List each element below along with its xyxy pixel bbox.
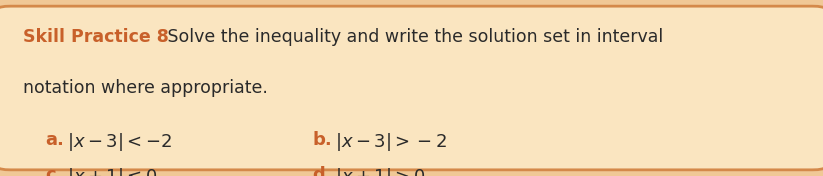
Text: Solve the inequality and write the solution set in interval: Solve the inequality and write the solut… [151, 28, 663, 46]
Text: $|x + 1| > 0$: $|x + 1| > 0$ [335, 166, 425, 176]
FancyBboxPatch shape [0, 6, 823, 170]
Text: $|x - 3| < -2$: $|x - 3| < -2$ [67, 131, 173, 153]
Text: notation where appropriate.: notation where appropriate. [23, 79, 268, 97]
Text: $|x + 1| \leq 0$: $|x + 1| \leq 0$ [67, 166, 158, 176]
Text: d.: d. [313, 166, 332, 176]
Text: $|x - 3| > -2$: $|x - 3| > -2$ [335, 131, 447, 153]
Text: b.: b. [313, 131, 332, 149]
Text: c.: c. [45, 166, 63, 176]
Text: a.: a. [45, 131, 64, 149]
Text: Skill Practice 8: Skill Practice 8 [23, 28, 169, 46]
